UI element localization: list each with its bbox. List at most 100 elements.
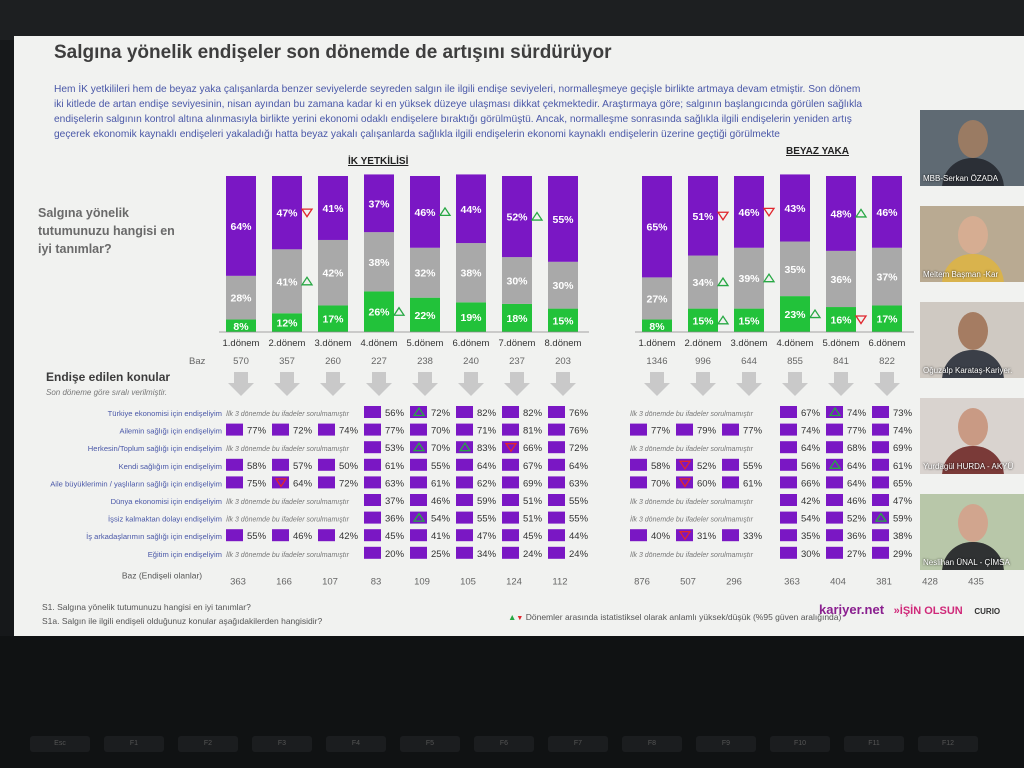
concern-value: 70% <box>431 426 451 437</box>
concern-bar <box>456 494 473 506</box>
concern-label: Dünya ekonomisi için endişeliyim <box>111 497 222 506</box>
bar-segment <box>364 232 394 292</box>
video-tile[interactable]: Oğuzalp Karataş-Kariyer. <box>920 302 1024 378</box>
video-tile[interactable]: Meltem Başman -Kar <box>920 206 1024 282</box>
footnote-s1: S1. Salgına yönelik tutumunuzu hangisi e… <box>42 602 251 612</box>
concern-bar <box>826 476 843 489</box>
period-label: 7.dönem <box>499 338 536 349</box>
base2-value: 363 <box>784 576 800 587</box>
concern-value: 51% <box>523 514 543 525</box>
bar-segment <box>364 291 394 332</box>
concern-value: 60% <box>697 478 717 489</box>
concern-value: 77% <box>385 426 405 437</box>
participant-name: MBB-Serkan ÖZADA <box>923 174 999 183</box>
bar-segment <box>272 249 302 314</box>
concern-value: 54% <box>801 514 821 525</box>
concern-bar <box>548 406 565 418</box>
not-asked-note: İlk 3 dönemde bu ifadeler sorulmamıştır <box>630 516 754 524</box>
concern-label: Aile büyüklerimin / yaşlıların sağlığı i… <box>50 479 222 488</box>
bar-value-label: 39% <box>738 273 760 285</box>
significance-marker <box>762 273 776 283</box>
bar-segment <box>780 296 810 332</box>
bar-value-label: 52% <box>506 212 528 224</box>
concern-value: 69% <box>523 478 543 489</box>
concern-bar <box>410 494 427 506</box>
concern-value: 74% <box>893 426 913 437</box>
concern-value: 25% <box>431 549 451 560</box>
presentation-slide: Salgına yönelik endişeler son dönemde de… <box>14 36 1024 636</box>
keyboard-key: F7 <box>548 736 608 752</box>
bar-value-label: 46% <box>738 207 760 219</box>
question-label: Salgına yönelik tutumunuzu hangisi en iy… <box>38 206 175 256</box>
base2-value: 83 <box>371 576 382 587</box>
down-arrow-icon <box>736 372 762 396</box>
base-value: 260 <box>325 356 341 367</box>
concern-bar <box>872 476 889 489</box>
concern-value: 82% <box>523 408 543 419</box>
concern-value: 77% <box>651 426 671 437</box>
concern-value: 69% <box>893 443 913 454</box>
bar-value-label: 30% <box>506 276 528 288</box>
concern-bar <box>502 423 519 436</box>
not-asked-note: İlk 3 dönemde bu ifadeler sorulmamıştır <box>226 498 350 506</box>
base2-value: 435 <box>968 576 984 587</box>
concern-bar <box>826 494 843 506</box>
concern-bar <box>780 476 797 489</box>
concern-bar <box>410 511 427 524</box>
bar-segment <box>318 305 348 332</box>
participant-head <box>958 216 988 254</box>
bar-value-label: 64% <box>230 221 252 233</box>
concern-bar <box>502 406 519 418</box>
concern-bar <box>364 423 381 436</box>
video-tile[interactable]: Neslihan ÜNAL - ÇİMSA <box>920 494 1024 570</box>
concern-value: 59% <box>893 514 913 525</box>
bar-value-label: 46% <box>876 207 898 219</box>
bar-segment <box>548 308 578 332</box>
isin-olsun-logo: »İŞİN OLSUN <box>893 605 963 617</box>
concern-value: 55% <box>569 496 589 507</box>
concern-value: 59% <box>477 496 497 507</box>
video-tile[interactable]: MBB-Serkan ÖZADA <box>920 110 1024 186</box>
concern-value: 47% <box>893 496 913 507</box>
concern-bar <box>826 511 843 524</box>
period-label: 1.dönem <box>639 338 676 349</box>
down-arrow-icon <box>782 372 808 396</box>
video-tile[interactable]: Yurdagül HURDA - AKYÜ <box>920 398 1024 474</box>
concern-value: 62% <box>477 478 497 489</box>
concern-bar <box>410 529 427 542</box>
significance-marker <box>392 306 406 316</box>
concern-value: 55% <box>743 461 763 472</box>
concern-label: Eğitim için endişeliyim <box>148 550 222 559</box>
base-value: 855 <box>787 356 803 367</box>
base2-label: Baz (Endişeli olanlar) <box>122 570 202 580</box>
concern-value: 45% <box>523 531 543 542</box>
concern-label: Herkesin/Toplum sağlığı için endişeliyim <box>88 444 222 453</box>
concern-value: 81% <box>523 426 543 437</box>
bar-segment <box>226 319 256 332</box>
significance-marker <box>300 208 314 218</box>
concern-value: 36% <box>847 531 867 542</box>
concern-value: 61% <box>893 461 913 472</box>
concern-bar <box>872 423 889 436</box>
base2-value: 428 <box>922 576 938 587</box>
significance-marker <box>678 478 692 488</box>
not-asked-note: İlk 3 dönemde bu ifadeler sorulmamıştır <box>226 516 350 524</box>
concern-value: 36% <box>385 514 405 525</box>
concern-value: 30% <box>801 549 821 560</box>
bar-value-label: 35% <box>784 264 806 276</box>
base-value: 644 <box>741 356 757 367</box>
concern-value: 52% <box>847 514 867 525</box>
concern-bar <box>226 476 243 489</box>
down-arrow-icon <box>828 372 854 396</box>
concerns-subtitle: Son döneme göre sıralı verilmiştir. <box>46 388 168 397</box>
bar-value-label: 36% <box>830 274 852 286</box>
bar-value-label: 38% <box>460 268 482 280</box>
concern-value: 77% <box>743 426 763 437</box>
concern-value: 76% <box>569 426 589 437</box>
bar-value-label: 18% <box>506 313 528 325</box>
concern-value: 52% <box>697 461 717 472</box>
bar-value-label: 32% <box>414 268 436 280</box>
bar-segment <box>318 176 348 240</box>
significance-marker <box>530 211 544 221</box>
curio-logo: CURIO <box>974 607 1001 616</box>
